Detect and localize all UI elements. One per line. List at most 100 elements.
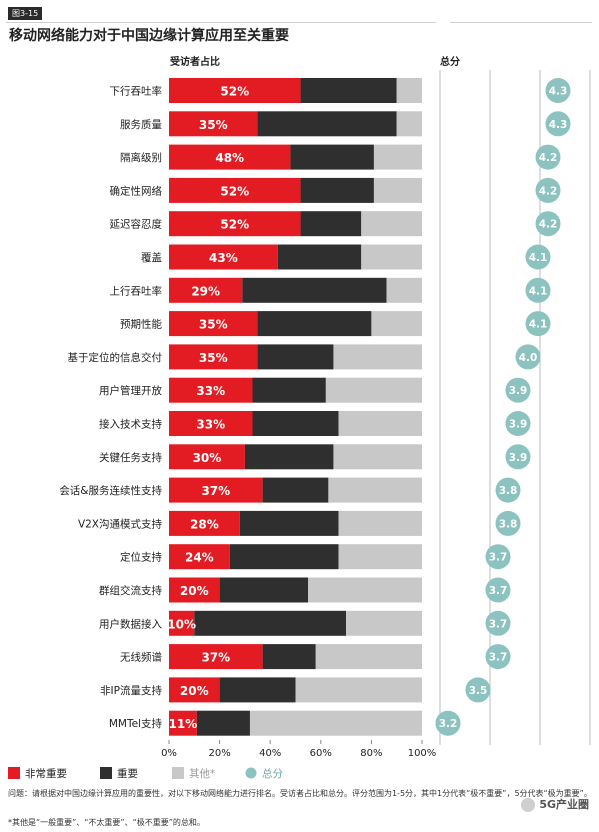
score-label: 3.9	[509, 419, 528, 431]
score-dot	[465, 677, 491, 703]
bar-segment-very_important	[169, 277, 243, 303]
category-label: MMTel支持	[109, 717, 163, 730]
bar-segment-other	[396, 111, 422, 137]
bar-segment-important	[229, 544, 339, 570]
bar-segment-very_important	[169, 78, 301, 103]
score-label: 4.0	[519, 352, 538, 364]
x-axis-title: 受访者占比	[170, 57, 220, 68]
category-label: 接入技术支持	[99, 418, 162, 431]
score-label: 4.1	[529, 319, 548, 331]
watermark: 5G产业圈	[521, 796, 589, 812]
category-label: 无线频谱	[120, 651, 162, 664]
bar-segment-very_important	[169, 377, 253, 403]
bar-segment-other	[373, 177, 422, 203]
category-label: 用户数据接入	[99, 617, 162, 630]
legend-label: 重要	[117, 767, 138, 780]
bar-segment-important	[219, 677, 296, 703]
score-dot	[535, 177, 561, 203]
bar-value-label: 43%	[209, 251, 238, 265]
wechat-icon	[521, 798, 536, 812]
bar-segment-very_important	[169, 577, 220, 603]
bar-value-label: 37%	[201, 484, 230, 498]
score-label: 4.2	[539, 219, 558, 231]
footnote-question: 问题：请根据对中国边缘计算应用的重要性，对以下移动网络能力进行排名。受访者占比和…	[8, 789, 592, 798]
figure-tag: 图3-15	[8, 7, 43, 20]
bar-value-label: 35%	[199, 118, 228, 132]
bar-segment-other	[346, 610, 422, 636]
bar-value-label: 35%	[199, 351, 228, 365]
bar-segment-other	[371, 311, 422, 337]
score-label: 3.7	[489, 652, 508, 664]
score-dot	[545, 111, 571, 137]
score-label: 3.9	[509, 452, 528, 464]
top-rule	[6, 22, 436, 23]
bar-segment-important	[290, 144, 374, 170]
score-dot	[505, 411, 531, 436]
score-label: 3.2	[439, 718, 458, 730]
bar-value-label: 24%	[185, 551, 214, 565]
category-label: 覆盖	[141, 251, 162, 264]
bar-segment-other	[361, 211, 422, 237]
bar-segment-very_important	[169, 211, 301, 237]
score-label: 4.3	[549, 119, 568, 131]
bar-segment-important	[300, 177, 374, 203]
category-label: 关键任务支持	[99, 451, 162, 464]
score-label: 3.8	[499, 518, 518, 530]
legend-swatch-other	[172, 767, 184, 779]
legend-label: 总分	[262, 767, 283, 780]
bar-segment-other	[338, 510, 422, 536]
bar-value-label: 37%	[201, 651, 230, 665]
top-rule-score	[450, 22, 592, 23]
bar-segment-other	[386, 277, 422, 303]
score-column-title: 总分	[440, 57, 460, 68]
score-dot	[495, 477, 521, 503]
legend-swatch-important	[100, 767, 112, 779]
score-dot	[485, 644, 511, 670]
bar-segment-very_important	[169, 610, 195, 636]
category-label: 会话&服务连续性支持	[59, 484, 162, 497]
bar-segment-important	[257, 344, 334, 370]
bar-segment-very_important	[169, 311, 258, 337]
legend-swatch-very_important	[8, 767, 20, 779]
x-tick-label: 60%	[310, 748, 332, 759]
score-dot	[525, 277, 551, 303]
score-dot	[485, 610, 511, 636]
bar-value-label: 20%	[180, 584, 209, 598]
bar-segment-other	[308, 577, 422, 603]
bar-segment-other	[373, 144, 422, 170]
score-dot	[505, 444, 531, 470]
category-label: 非IP流量支持	[100, 684, 162, 697]
bar-value-label: 20%	[180, 684, 209, 698]
category-label: 定位支持	[120, 551, 162, 564]
bar-segment-other	[249, 710, 422, 736]
bar-segment-important	[262, 477, 329, 503]
score-label: 3.9	[509, 385, 528, 397]
score-dot	[525, 244, 551, 270]
bar-segment-very_important	[169, 510, 240, 536]
bar-segment-very_important	[169, 411, 253, 436]
category-label: 确定性网络	[110, 184, 163, 197]
legend-label: 非常重要	[25, 767, 67, 780]
score-dot	[435, 710, 461, 736]
bar-value-label: 30%	[193, 451, 222, 465]
bar-segment-important	[196, 710, 250, 736]
category-label: 延迟容忍度	[110, 218, 163, 231]
score-dot	[485, 577, 511, 603]
score-dot	[525, 311, 551, 337]
bar-segment-other	[315, 644, 422, 670]
score-label: 3.7	[489, 585, 508, 597]
x-tick-label: 0%	[161, 748, 177, 759]
score-label: 3.5	[469, 685, 488, 697]
bar-segment-important	[257, 311, 372, 337]
score-label: 4.1	[529, 285, 548, 297]
footnote-other: *其他是“一般重要”、“不太重要”、“极不重要”的总和。	[8, 818, 205, 827]
score-dot	[535, 144, 561, 170]
bar-segment-very_important	[169, 444, 245, 470]
category-label: 下行吞吐率	[110, 85, 163, 98]
score-label: 4.1	[529, 252, 548, 264]
bar-segment-very_important	[169, 111, 258, 137]
category-label: 群组交流支持	[99, 584, 162, 597]
bar-segment-very_important	[169, 344, 258, 370]
score-dot	[545, 78, 571, 103]
